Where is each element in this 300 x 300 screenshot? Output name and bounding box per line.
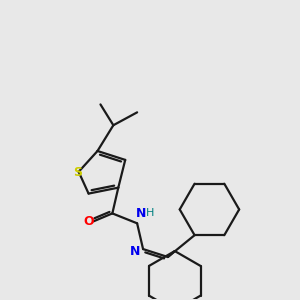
Text: H: H [146, 208, 154, 218]
Text: O: O [83, 215, 94, 228]
Text: N: N [136, 207, 146, 220]
Text: N: N [130, 244, 140, 258]
Text: S: S [73, 166, 82, 179]
